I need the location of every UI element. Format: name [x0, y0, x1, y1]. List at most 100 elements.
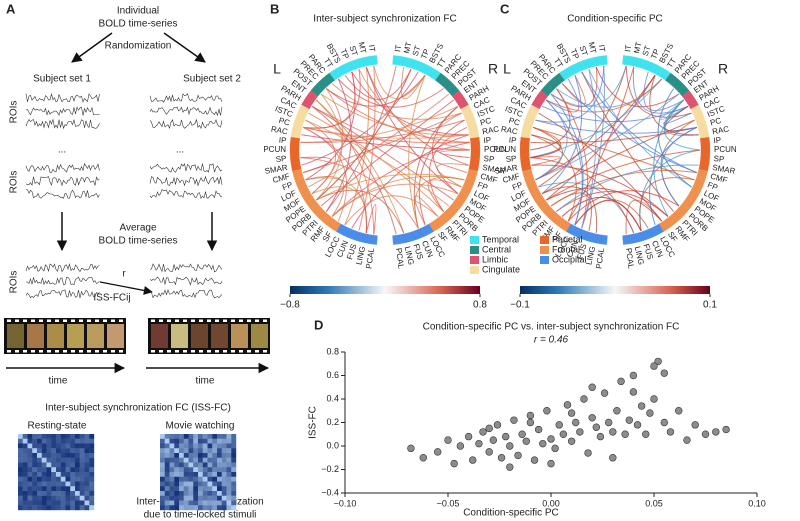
film-hole — [7, 319, 11, 322]
chord — [325, 78, 352, 212]
matrix-cell — [198, 505, 203, 511]
matrix-cell — [70, 438, 76, 444]
matrix-cell — [174, 434, 180, 439]
roi-label: ST — [578, 45, 590, 58]
matrix-cell — [221, 462, 227, 468]
text: r — [122, 269, 126, 280]
matrix-cell — [207, 453, 213, 458]
matrix-cell — [183, 505, 189, 511]
film-hole — [159, 350, 163, 353]
matrix-cell — [188, 500, 194, 506]
matrix-cell — [188, 495, 194, 501]
roi-label: TP — [569, 48, 581, 61]
roi-label: IT — [367, 44, 377, 52]
film-hole — [55, 319, 59, 322]
chord — [358, 68, 471, 151]
matrix-cell — [18, 443, 23, 449]
matrix-cell — [89, 476, 95, 482]
matrix-cell — [75, 434, 80, 439]
roi-segment — [519, 153, 530, 163]
film-frame — [231, 324, 248, 348]
matrix-cell — [75, 453, 80, 458]
matrix-cell — [217, 453, 222, 458]
chord — [541, 186, 598, 233]
time-series — [149, 289, 223, 299]
chord — [541, 105, 689, 123]
matrix-cell — [32, 495, 38, 501]
matrix-cell — [32, 462, 38, 468]
chord — [574, 200, 642, 232]
matrix-cell — [79, 438, 85, 444]
matrix-cell — [179, 462, 184, 468]
axis-label: ROIs — [9, 101, 20, 124]
film-frame — [27, 324, 44, 348]
matrix-cell — [27, 448, 33, 454]
x-tick-label: 0.10 — [748, 498, 766, 508]
film-hole — [183, 319, 187, 322]
matrix-cell — [174, 438, 180, 444]
matrix-cell — [202, 434, 208, 439]
matrix-cell — [65, 457, 71, 463]
film-hole — [199, 350, 203, 353]
roi-label: RAC — [270, 124, 288, 136]
matrix-cell — [221, 476, 227, 482]
matrix-cell — [46, 467, 52, 473]
roi-label: ST — [641, 44, 653, 57]
matrix-cell — [188, 438, 194, 444]
roi-segment — [519, 145, 530, 155]
chord — [567, 66, 635, 222]
matrix-cell — [75, 481, 80, 487]
matrix-cell — [164, 467, 170, 473]
hemisphere-label: L — [273, 61, 281, 77]
film-hole — [199, 319, 203, 322]
chord — [439, 149, 471, 159]
chord — [588, 68, 692, 188]
legend-swatch — [470, 266, 479, 274]
roi-label: PCAL — [594, 247, 606, 269]
film-hole — [71, 319, 75, 322]
matrix-cell — [46, 448, 52, 454]
matrix-cell — [51, 505, 57, 511]
matrix-cell — [65, 505, 71, 511]
matrix-cell — [179, 453, 184, 458]
film-hole — [111, 350, 115, 353]
matrix-cell — [60, 462, 66, 468]
matrix-cell — [18, 434, 23, 439]
matrix-cell — [212, 438, 218, 444]
matrix-cell — [207, 438, 213, 444]
time-series — [149, 93, 223, 103]
chord — [365, 66, 469, 166]
matrix-cell — [84, 486, 90, 492]
matrix-cell — [60, 434, 66, 439]
matrix-cell — [51, 481, 57, 487]
matrix-cell — [183, 443, 189, 449]
matrix-cell — [65, 434, 71, 439]
matrix-cell — [169, 472, 175, 477]
matrix-cell — [37, 434, 42, 439]
matrix-cell — [169, 491, 175, 496]
matrix-cell — [183, 491, 189, 496]
matrix-cell — [217, 495, 222, 501]
film-hole — [263, 319, 267, 322]
matrix-cell — [51, 472, 57, 477]
matrix-cell — [179, 481, 184, 487]
chord — [663, 99, 701, 151]
matrix-cell — [60, 481, 66, 487]
matrix-cell — [89, 453, 95, 458]
matrix-cell — [207, 481, 213, 487]
matrix-cell — [79, 500, 85, 506]
matrix-cell — [193, 486, 199, 492]
matrix-cell — [164, 453, 170, 458]
point — [604, 418, 613, 427]
matrix-cell — [75, 462, 80, 468]
y-axis-label: ISS-FC — [308, 406, 319, 439]
matrix-cell — [207, 472, 213, 477]
matrix-cell — [188, 505, 194, 511]
chord — [550, 65, 627, 107]
matrix-cell — [32, 486, 38, 492]
y-tick-label: 0.0 — [326, 440, 339, 450]
time-series — [149, 263, 223, 273]
matrix-cell — [22, 500, 28, 506]
roi-label: PC — [709, 116, 722, 128]
point — [722, 425, 730, 434]
